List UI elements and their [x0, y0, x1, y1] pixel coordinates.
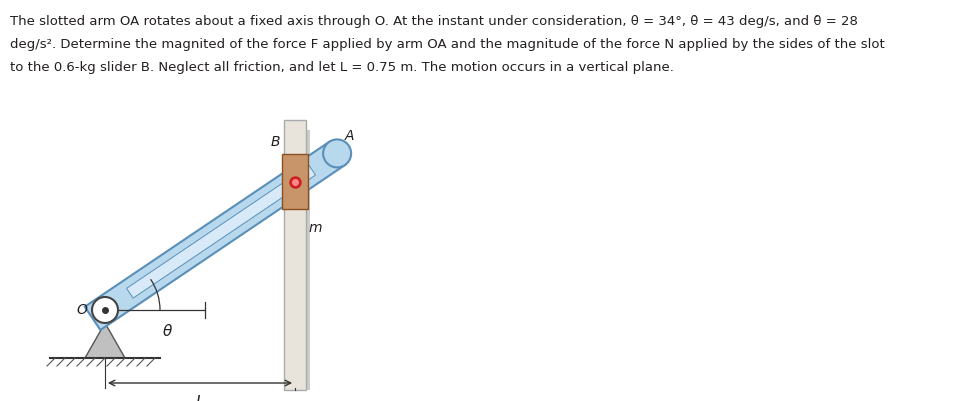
Polygon shape [126, 165, 315, 298]
Bar [306, 130, 310, 390]
Polygon shape [84, 142, 345, 330]
Bar [284, 120, 306, 390]
Text: O: O [76, 303, 87, 317]
Polygon shape [85, 323, 125, 358]
Circle shape [92, 297, 118, 323]
Text: L: L [195, 395, 204, 401]
Text: The slotted arm OA rotates about a fixed axis through O. At the instant under co: The slotted arm OA rotates about a fixed… [10, 15, 857, 28]
Text: to the 0.6-kg slider B. Neglect all friction, and let L = 0.75 m. The motion occ: to the 0.6-kg slider B. Neglect all fric… [10, 61, 673, 74]
Text: θ: θ [162, 324, 171, 340]
Text: A: A [345, 130, 354, 144]
Text: B: B [270, 136, 280, 149]
Text: m: m [309, 221, 323, 235]
Text: deg/s². Determine the magnited of the force F applied by arm OA and the magnitud: deg/s². Determine the magnited of the fo… [10, 38, 885, 51]
Bar [282, 154, 308, 209]
Ellipse shape [323, 140, 352, 168]
